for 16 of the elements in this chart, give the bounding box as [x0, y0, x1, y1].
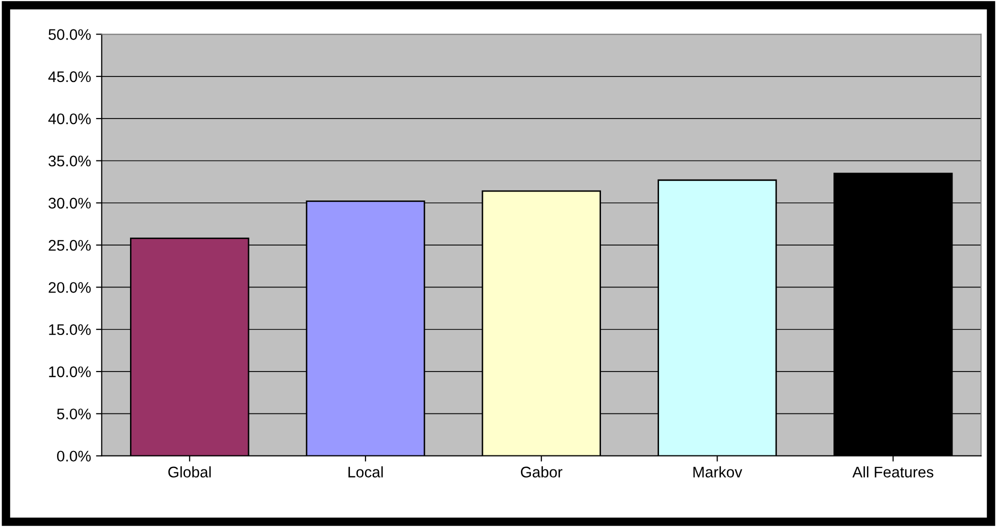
x-tick-label: All Features [852, 466, 934, 478]
y-tick-label: 5.0% [57, 408, 91, 420]
y-tick-label: 45.0% [48, 71, 91, 82]
x-tick-label: Global [168, 466, 211, 478]
y-tick-label: 50.0% [48, 29, 91, 40]
y-tick-label: 15.0% [49, 324, 91, 336]
x-tick-label: Local [348, 466, 383, 478]
y-tick-label: 40.0% [48, 113, 91, 124]
y-tick-label: 30.0% [48, 198, 91, 209]
x-tick-label: Markov [693, 466, 742, 478]
y-tick-label: 35.0% [48, 156, 91, 166]
y-tick-label: 20.0% [48, 282, 91, 293]
x-tick-label: Gabor [520, 466, 562, 478]
y-tick-label: 25.0% [48, 240, 91, 251]
y-tick-label: 10.0% [49, 366, 91, 378]
y-tick-label: 0.0% [57, 450, 91, 462]
